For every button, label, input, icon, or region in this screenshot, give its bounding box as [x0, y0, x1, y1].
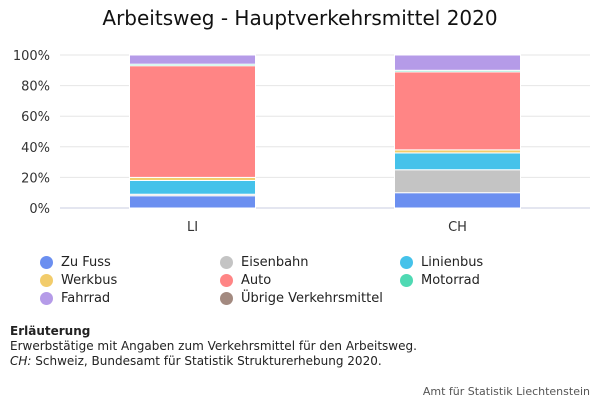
note-description: Erwerbstätige mit Angaben zum Verkehrsmi…: [10, 339, 417, 353]
y-tick-label: 60%: [21, 110, 50, 125]
legend-label: Werkbus: [61, 273, 118, 288]
legend-marker-icon: [220, 256, 233, 269]
legend-item[interactable]: Übrige Verkehrsmittel: [220, 290, 400, 307]
legend-marker-icon: [40, 256, 53, 269]
bar-segment[interactable]: [129, 179, 256, 195]
explanation-note: Erläuterung Erwerbstätige mit Angaben zu…: [10, 324, 417, 369]
note-source: CH: Schweiz, Bundesamt für Statistik Str…: [10, 354, 417, 369]
note-source-key: CH:: [10, 354, 32, 368]
legend-marker-icon: [400, 274, 413, 287]
credit-text: Amt für Statistik Liechtenstein: [422, 385, 590, 398]
legend: Zu Fuss Eisenbahn Linienbus Werkbus Auto Moto…: [40, 254, 580, 307]
bar-segment[interactable]: [394, 169, 521, 194]
x-tick-label: CH: [448, 220, 467, 235]
legend-marker-icon: [40, 274, 53, 287]
bar-segment[interactable]: [129, 54, 256, 65]
legend-item[interactable]: Linienbus: [400, 254, 580, 271]
legend-item[interactable]: Fahrrad: [40, 290, 220, 307]
legend-label: Linienbus: [421, 255, 484, 270]
legend-label: Übrige Verkehrsmittel: [241, 291, 383, 306]
legend-marker-icon: [40, 292, 53, 305]
bar-segment[interactable]: [394, 71, 521, 151]
note-heading: Erläuterung: [10, 324, 91, 338]
legend-item[interactable]: Motorrad: [400, 272, 580, 289]
chart-title: Arbeitsweg - Hauptverkehrsmittel 2020: [102, 6, 498, 30]
legend-item[interactable]: Werkbus: [40, 272, 220, 289]
y-tick-label: 100%: [13, 49, 50, 64]
bar-segment[interactable]: [394, 54, 521, 71]
legend-label: Eisenbahn: [241, 255, 309, 270]
legend-label: Motorrad: [421, 273, 480, 288]
legend-marker-icon: [220, 292, 233, 305]
y-tick-label: 80%: [21, 80, 50, 95]
bar-segment[interactable]: [129, 65, 256, 178]
y-tick-label: 40%: [21, 141, 50, 156]
y-axis-ticks: 0% 20% 40% 60% 80% 100%: [13, 49, 50, 217]
x-tick-label: LI: [187, 220, 198, 235]
note-source-text: Schweiz, Bundesamt für Statistik Struktu…: [31, 354, 382, 368]
legend-item[interactable]: Zu Fuss: [40, 254, 220, 271]
y-tick-label: 0%: [29, 202, 50, 217]
y-tick-label: 20%: [21, 171, 50, 186]
legend-label: Fahrrad: [61, 291, 111, 306]
legend-label: Zu Fuss: [61, 255, 111, 270]
legend-label: Auto: [241, 273, 272, 288]
bar-segment[interactable]: [394, 192, 521, 209]
x-axis-ticks: LI CH: [187, 220, 467, 235]
bar-segment[interactable]: [394, 152, 521, 171]
legend-marker-icon: [220, 274, 233, 287]
legend-marker-icon: [400, 256, 413, 269]
stacked-bar-chart: 0% 20% 40% 60% 80% 100% LI CH: [13, 49, 590, 235]
bar-segment[interactable]: [129, 195, 256, 209]
legend-item[interactable]: Eisenbahn: [220, 254, 400, 271]
legend-item[interactable]: Auto: [220, 272, 400, 289]
bars: [129, 54, 521, 209]
